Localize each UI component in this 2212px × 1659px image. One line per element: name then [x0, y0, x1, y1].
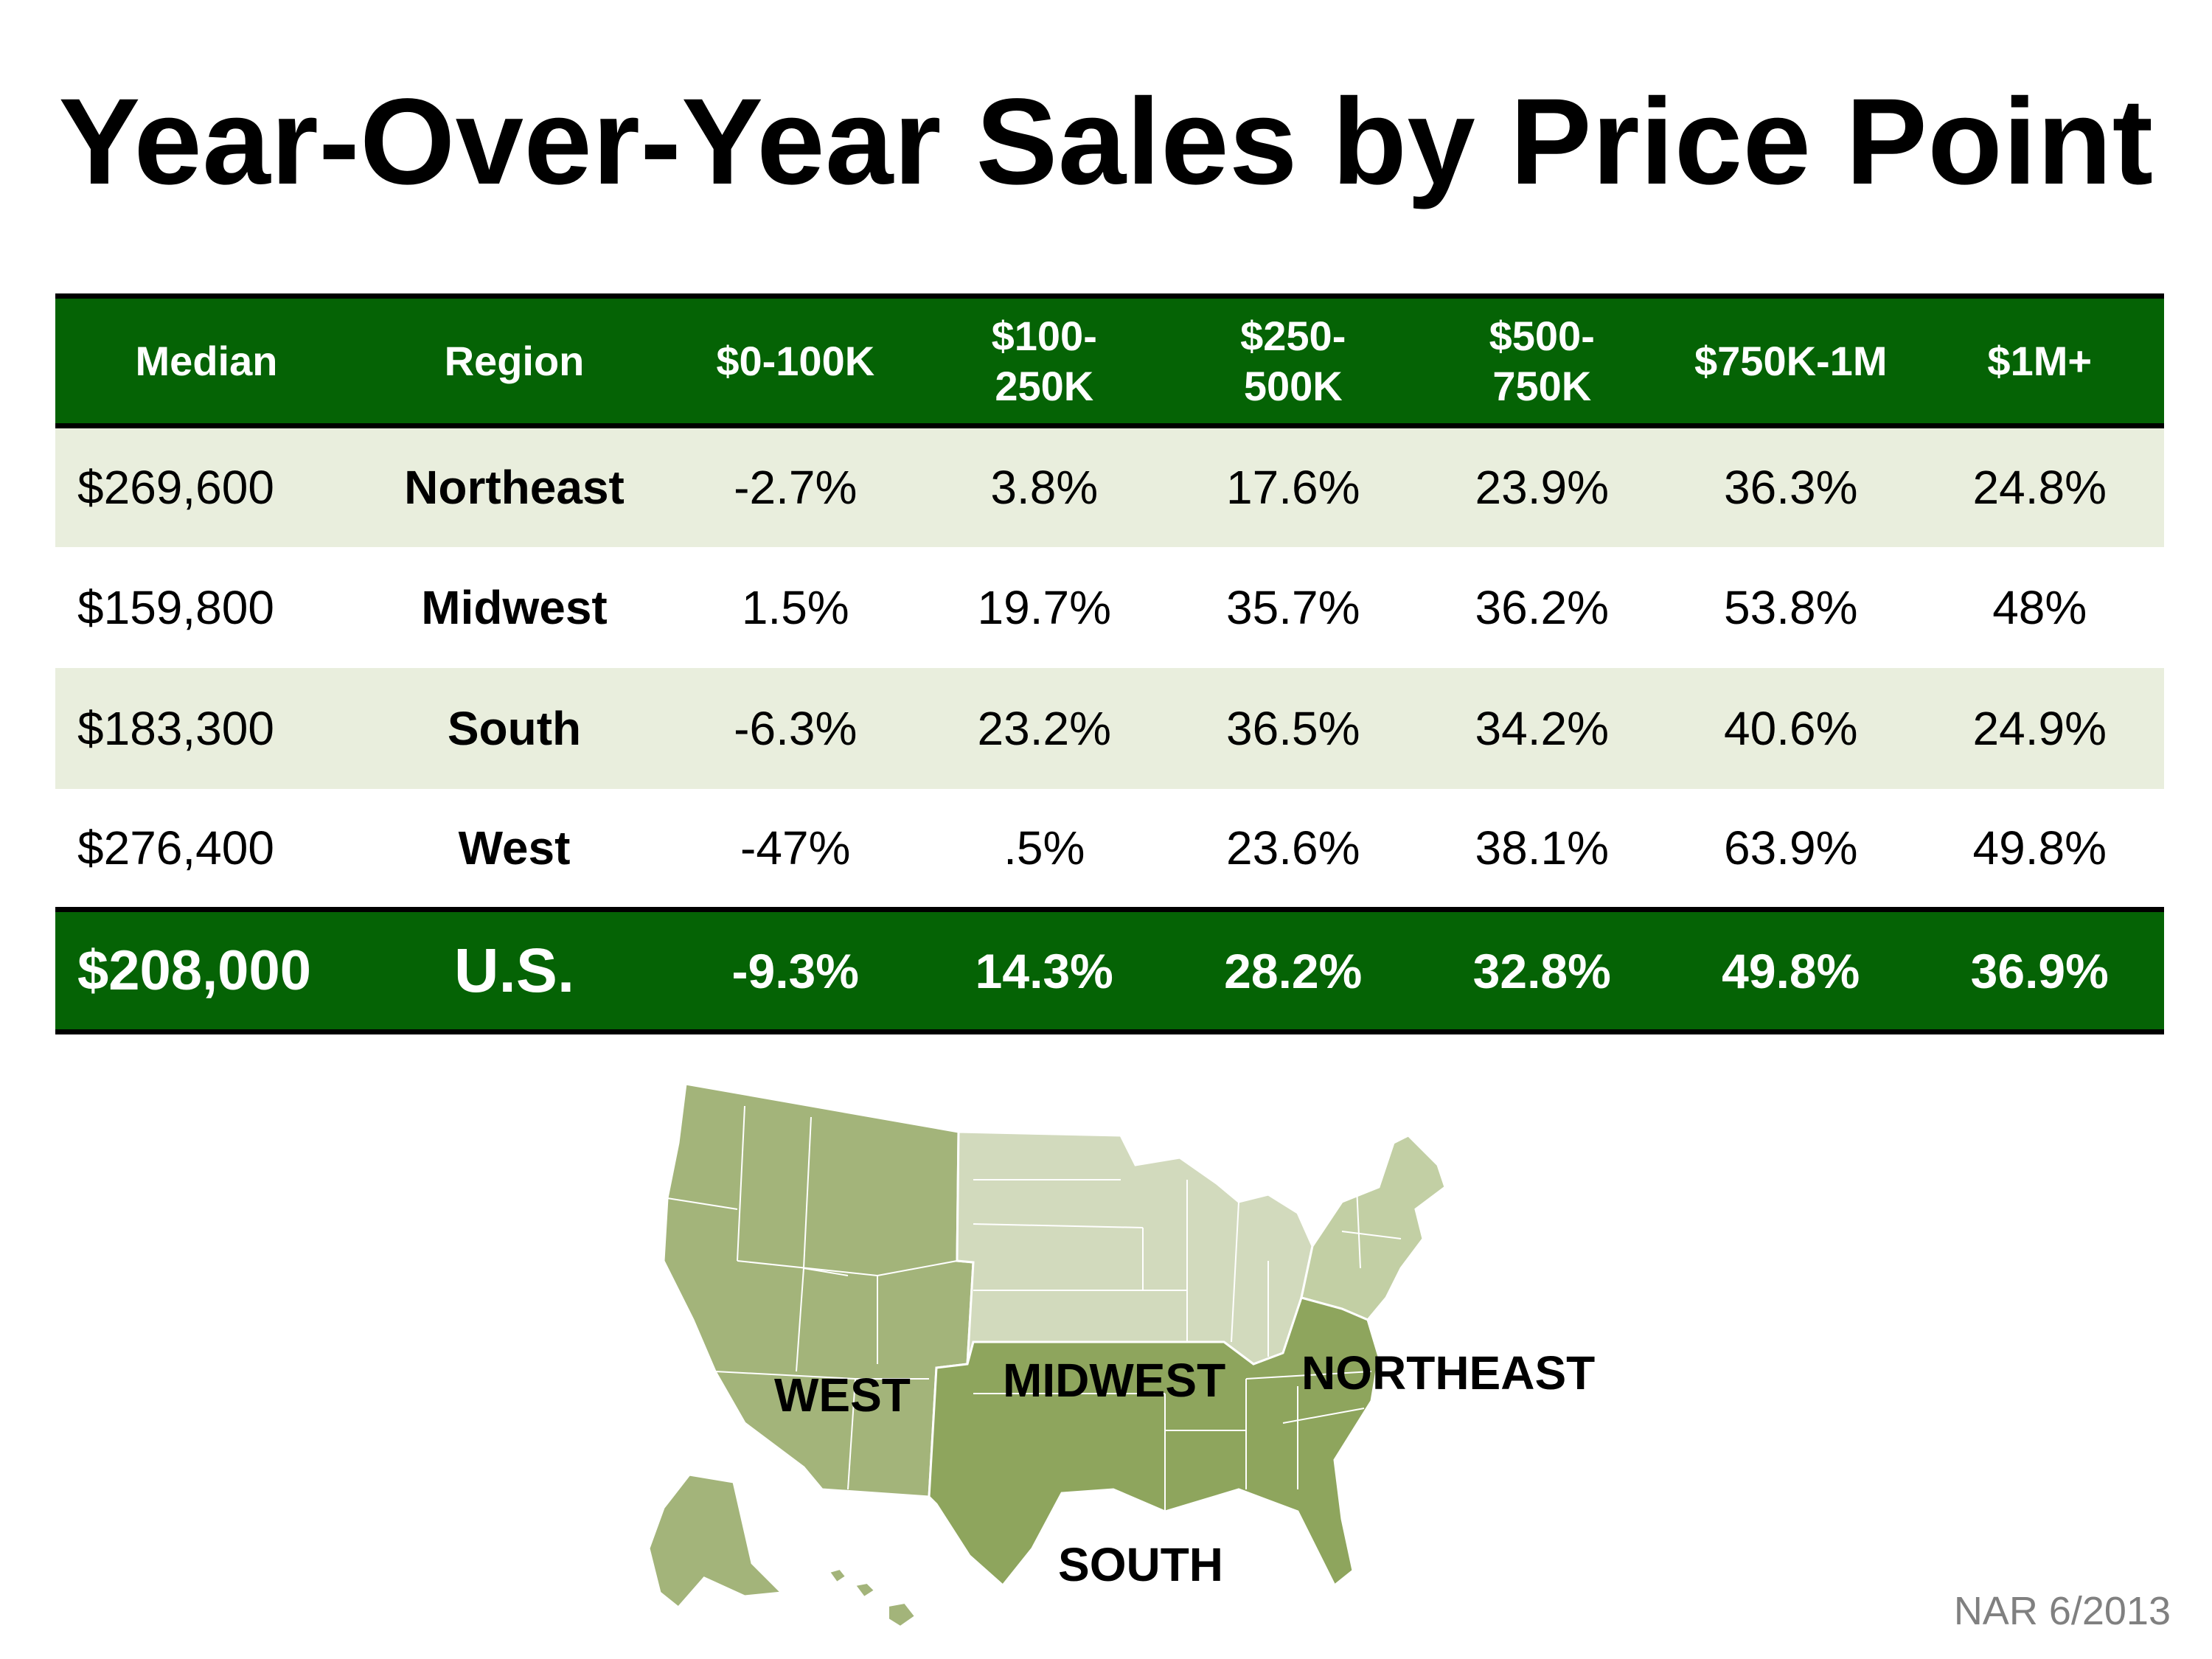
header-median: Median [55, 293, 358, 428]
value-cell: 23.9% [1475, 461, 1609, 515]
header-250-500k-line1: $250- [1240, 312, 1346, 359]
value-cell: 34.2% [1475, 701, 1609, 755]
value-cell: -2.7% [734, 461, 858, 515]
header-0-100k: $0-100K [671, 293, 920, 428]
northeast-region-shape [1300, 1134, 1447, 1321]
table-row: $159,800 Midwest 1.5% 19.7% 35.7% 36.2% … [55, 546, 2164, 668]
header-500-750k-line1: $500- [1489, 312, 1595, 359]
region-cell: South [447, 701, 582, 755]
sales-table: Median Region $0-100K $100- 250K $250- 500… [55, 293, 2164, 1034]
region-cell: Midwest [421, 580, 608, 634]
table-total-row: $208,000 U.S. -9.3% 14.3% 28.2% 32.8% 49… [55, 907, 2164, 1034]
midwest-region-shape [956, 1130, 1314, 1366]
table-row: $183,300 South -6.3% 23.2% 36.5% 34.2% 4… [55, 667, 2164, 789]
header-1m-plus: $1M+ [1915, 293, 2164, 428]
source-note: NAR 6/2013 [1953, 1589, 2171, 1633]
hawaii-shape [828, 1568, 847, 1584]
west-region-shape [662, 1082, 975, 1498]
us-map-graphic [647, 1082, 1447, 1628]
value-cell: 53.8% [1724, 580, 1858, 634]
table-row: $269,600 Northeast -2.7% 3.8% 17.6% 23.9… [55, 425, 2164, 547]
header-100-250k-line2: 250K [995, 362, 1094, 409]
value-cell: 24.9% [1972, 701, 2107, 755]
header-750k-1m: $750K-1M [1666, 293, 1916, 428]
map-label-midwest: MIDWEST [1003, 1354, 1226, 1407]
value-cell: 40.6% [1724, 701, 1858, 755]
value-cell: 19.7% [977, 580, 1111, 634]
value-cell: 17.6% [1226, 461, 1360, 515]
value-cell: 23.6% [1226, 821, 1360, 874]
total-value-cell: 32.8% [1417, 907, 1666, 1034]
total-median-cell: $208,000 [55, 907, 358, 1034]
median-cell: $276,400 [77, 821, 274, 874]
value-cell: 38.1% [1475, 821, 1609, 874]
median-cell: $183,300 [77, 701, 274, 755]
median-cell: $159,800 [77, 580, 274, 634]
map-label-northeast: NORTHEAST [1301, 1346, 1596, 1399]
value-cell: 49.8% [1972, 821, 2107, 874]
total-value-cell: 49.8% [1666, 907, 1916, 1034]
median-cell: $269,600 [77, 461, 274, 515]
page-title: Year-Over-Year Sales by Price Point [58, 74, 2154, 210]
value-cell: 24.8% [1972, 461, 2107, 515]
value-cell: 48% [1992, 580, 2087, 634]
value-cell: 23.2% [977, 701, 1111, 755]
value-cell: 36.3% [1724, 461, 1858, 515]
total-value-cell: 36.9% [1915, 907, 2164, 1034]
state-borders [667, 1105, 1402, 1512]
header-500-750k: $500- 750K [1417, 293, 1666, 428]
header-100-250k-line1: $100- [991, 312, 1097, 359]
hawaii-shape [854, 1582, 876, 1599]
region-cell: Northeast [404, 461, 625, 515]
header-region: Region [358, 293, 671, 428]
value-cell: -47% [740, 821, 851, 874]
alaska-shape [647, 1473, 785, 1610]
value-cell: 3.8% [990, 461, 1099, 515]
value-cell: 63.9% [1724, 821, 1858, 874]
table-header-row: Median Region $0-100K $100- 250K $250- 500… [55, 293, 2164, 428]
total-value-cell: -9.3% [671, 907, 920, 1034]
value-cell: -6.3% [734, 701, 858, 755]
value-cell: 1.5% [741, 580, 849, 634]
value-cell: 36.5% [1226, 701, 1360, 755]
hawaii-shape [888, 1601, 917, 1628]
map-label-south: SOUTH [1058, 1538, 1223, 1591]
total-region-cell: U.S. [358, 907, 671, 1034]
south-region-shape [928, 1296, 1380, 1587]
map-label-west: WEST [774, 1368, 911, 1422]
header-250-500k-line2: 500K [1243, 362, 1343, 409]
header-100-250k: $100- 250K [919, 293, 1169, 428]
header-250-500k: $250- 500K [1169, 293, 1418, 428]
value-cell: 36.2% [1475, 580, 1609, 634]
total-value-cell: 28.2% [1169, 907, 1418, 1034]
region-cell: West [458, 821, 571, 874]
header-500-750k-line2: 750K [1492, 362, 1592, 409]
value-cell: .5% [1004, 821, 1085, 874]
total-value-cell: 14.3% [919, 907, 1169, 1034]
table-row: $276,400 West -47% .5% 23.6% 38.1% 63.9%… [55, 788, 2164, 910]
value-cell: 35.7% [1226, 580, 1360, 634]
us-regions-map: WEST MIDWEST NORTHEAST SOUTH [634, 1077, 1595, 1652]
